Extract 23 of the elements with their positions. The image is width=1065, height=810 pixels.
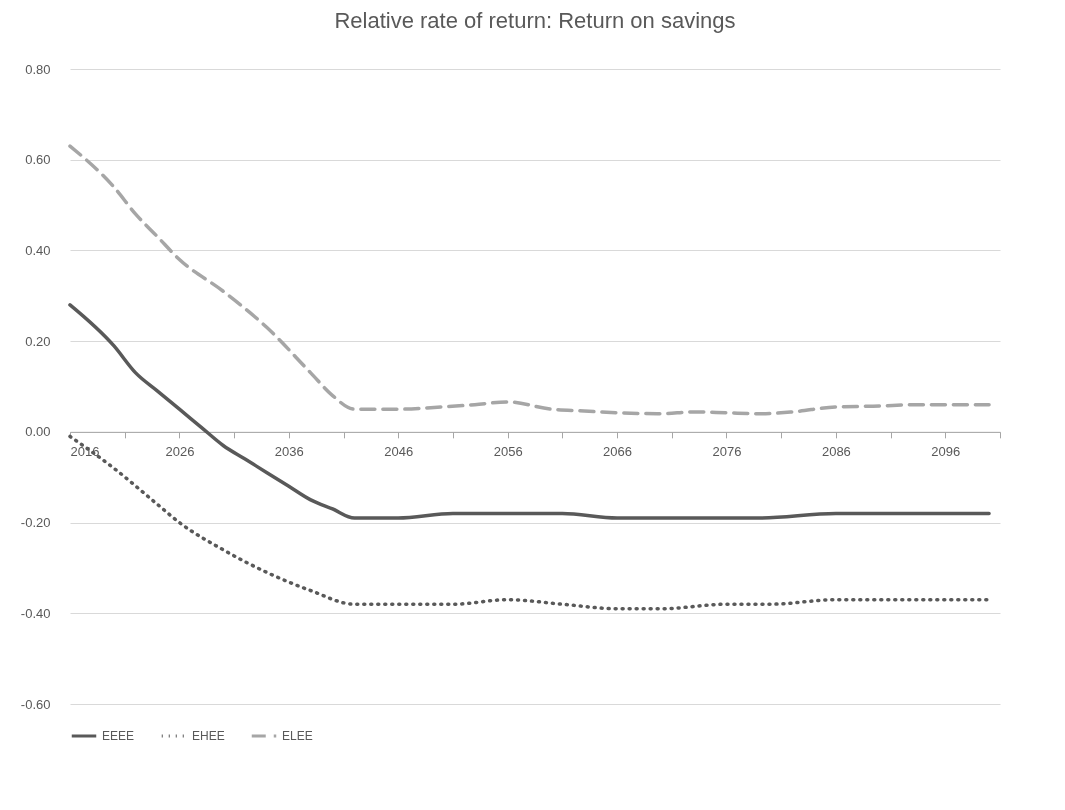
x-tick-label: 2076 (712, 444, 742, 460)
legend-label: EHEE (192, 729, 225, 743)
y-tick-label: 0.00 (25, 424, 51, 440)
line-series (68, 303, 991, 520)
y-tick-label: -0.40 (20, 605, 51, 621)
y-tick-label: 0.80 (25, 61, 51, 77)
x-tick-label: 2056 (493, 444, 523, 460)
line-series (68, 434, 991, 611)
x-tick-label: 2066 (603, 444, 633, 460)
x-tick-label: 2046 (384, 444, 414, 460)
x-tick-label: 2026 (165, 444, 195, 460)
y-tick-label: 0.60 (25, 152, 51, 168)
y-tick-label: -0.60 (20, 696, 51, 712)
legend-label: ELEE (282, 729, 313, 743)
chart-title: Relative rate of return: Return on savings (334, 8, 736, 33)
y-tick-label: 0.40 (25, 242, 51, 258)
y-tick-label: -0.20 (20, 515, 51, 531)
line-series (68, 144, 991, 416)
x-tick-label: 2096 (931, 444, 961, 460)
x-tick-label: 2086 (821, 444, 851, 460)
x-tick-label: 2036 (274, 444, 304, 460)
y-tick-label: 0.20 (25, 333, 51, 349)
legend-label: EEEE (102, 729, 135, 743)
